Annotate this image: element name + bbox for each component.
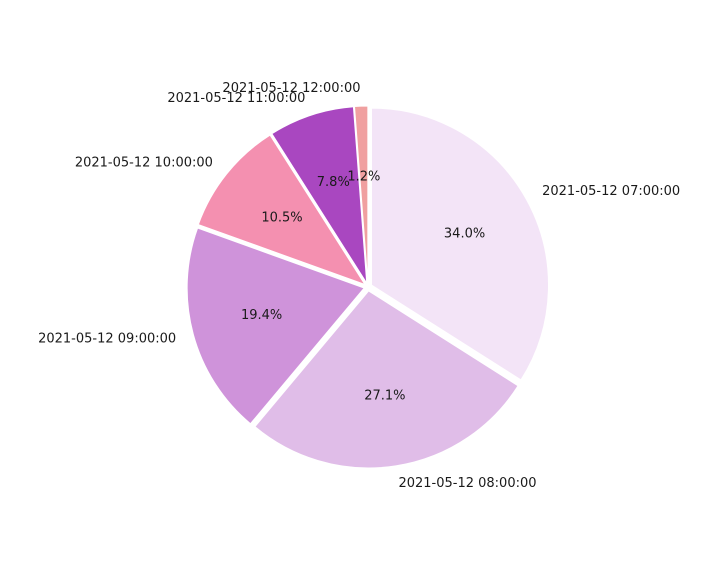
pie-slice bbox=[371, 107, 549, 381]
percent-label: 7.8% bbox=[317, 175, 350, 190]
category-labels: 2021-05-12 07:00:00 2021-05-12 08:00:00 20… bbox=[38, 81, 680, 491]
percent-label: 19.4% bbox=[241, 308, 282, 323]
pie-slices bbox=[186, 105, 549, 469]
category-label: 2021-05-12 12:00:00 bbox=[222, 81, 360, 96]
category-label: 2021-05-12 09:00:00 bbox=[38, 331, 176, 346]
category-label: 2021-05-12 08:00:00 bbox=[398, 476, 536, 491]
percent-label: 10.5% bbox=[261, 211, 302, 226]
category-label: 2021-05-12 11:00:00 bbox=[167, 91, 305, 106]
pie-slice bbox=[254, 290, 519, 469]
pie-slice bbox=[186, 227, 365, 425]
percent-label: 27.1% bbox=[364, 388, 405, 403]
category-label: 2021-05-12 07:00:00 bbox=[542, 184, 680, 199]
pie-slice bbox=[271, 106, 368, 284]
percent-label: 1.2% bbox=[347, 169, 380, 184]
pie-slice bbox=[353, 105, 369, 284]
pie-slice bbox=[197, 134, 367, 286]
category-label: 2021-05-12 10:00:00 bbox=[75, 155, 213, 170]
percent-labels: 34.0% 27.1% 19.4% 10.5% 7.8%1.2% bbox=[241, 169, 485, 403]
percent-label: 34.0% bbox=[444, 226, 485, 241]
